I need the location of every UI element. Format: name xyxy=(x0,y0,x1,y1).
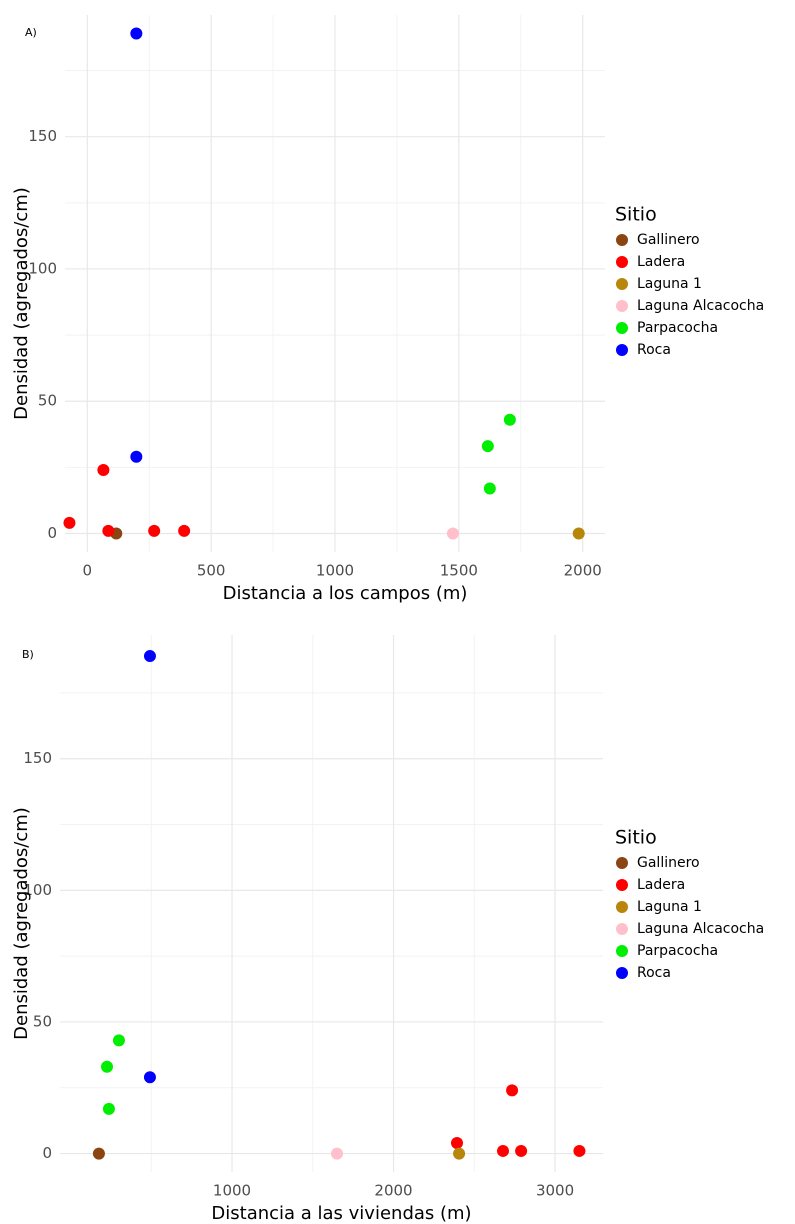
panel-label: A) xyxy=(25,26,37,39)
point xyxy=(330,1147,343,1160)
point xyxy=(178,524,191,537)
legend-swatch xyxy=(616,923,628,935)
legend-label: Laguna Alcacocha xyxy=(637,298,764,314)
x-tick-label: 1000 xyxy=(316,562,354,580)
legend-label: Roca xyxy=(637,342,671,358)
point xyxy=(100,1060,113,1073)
y-tick-label: 0 xyxy=(42,1144,52,1162)
point xyxy=(573,1144,586,1157)
point xyxy=(481,440,494,453)
y-tick-label: 150 xyxy=(23,749,52,767)
y-tick-label: 50 xyxy=(33,1012,52,1030)
legend-label: Ladera xyxy=(637,877,685,893)
point xyxy=(515,1144,528,1157)
legend-label: Gallinero xyxy=(637,232,700,248)
legend-swatch xyxy=(616,344,628,356)
legend-label: Parpacocha xyxy=(637,943,718,959)
point xyxy=(92,1147,105,1160)
x-tick-label: 0 xyxy=(83,562,93,580)
x-tick-label: 1500 xyxy=(440,562,478,580)
point xyxy=(102,1102,115,1115)
legend-label: Ladera xyxy=(637,254,685,270)
x-axis-title: Distancia a las viviendas (m) xyxy=(211,1203,471,1224)
y-tick-label: 50 xyxy=(38,392,57,410)
legend-label: Laguna Alcacocha xyxy=(637,921,764,937)
legend-swatch xyxy=(616,300,628,312)
legend-label: Laguna 1 xyxy=(637,899,702,915)
y-tick-label: 100 xyxy=(28,259,57,277)
legend-label: Gallinero xyxy=(637,855,700,871)
legend-swatch xyxy=(616,967,628,979)
point xyxy=(143,1071,156,1084)
legend-swatch xyxy=(616,945,628,957)
point xyxy=(112,1034,125,1047)
legend-title: Sitio xyxy=(615,827,657,849)
legend-swatch xyxy=(616,256,628,268)
point xyxy=(503,413,516,426)
x-axis-title: Distancia a los campos (m) xyxy=(223,583,468,604)
legend-label: Parpacocha xyxy=(637,320,718,336)
x-tick-label: 2000 xyxy=(374,1182,412,1200)
x-tick-label: 1000 xyxy=(213,1182,251,1200)
y-axis-title: Densidad (agregados/cm) xyxy=(11,187,32,420)
point xyxy=(130,450,143,463)
point xyxy=(506,1084,519,1097)
legend-label: Roca xyxy=(637,965,671,981)
point xyxy=(572,527,585,540)
legend-title: Sitio xyxy=(615,204,657,226)
point xyxy=(483,482,496,495)
point xyxy=(450,1137,463,1150)
point xyxy=(497,1144,510,1157)
y-tick-label: 150 xyxy=(28,127,57,145)
panel-label: B) xyxy=(22,648,34,661)
point xyxy=(130,27,143,40)
legend-swatch xyxy=(616,901,628,913)
legend-swatch xyxy=(616,322,628,334)
x-tick-label: 3000 xyxy=(536,1182,574,1200)
point xyxy=(143,650,156,663)
legend-swatch xyxy=(616,879,628,891)
x-tick-label: 500 xyxy=(197,562,226,580)
legend-label: Laguna 1 xyxy=(637,276,702,292)
point xyxy=(453,1147,466,1160)
legend-swatch xyxy=(616,234,628,246)
x-tick-label: 2000 xyxy=(564,562,602,580)
y-tick-label: 0 xyxy=(47,524,57,542)
y-axis-title: Densidad (agregados/cm) xyxy=(11,807,32,1040)
legend-swatch xyxy=(616,857,628,869)
point xyxy=(446,527,459,540)
point xyxy=(63,516,76,529)
point xyxy=(102,524,115,537)
point xyxy=(148,524,161,537)
legend-swatch xyxy=(616,278,628,290)
point xyxy=(97,463,110,476)
y-tick-label: 100 xyxy=(23,881,52,899)
